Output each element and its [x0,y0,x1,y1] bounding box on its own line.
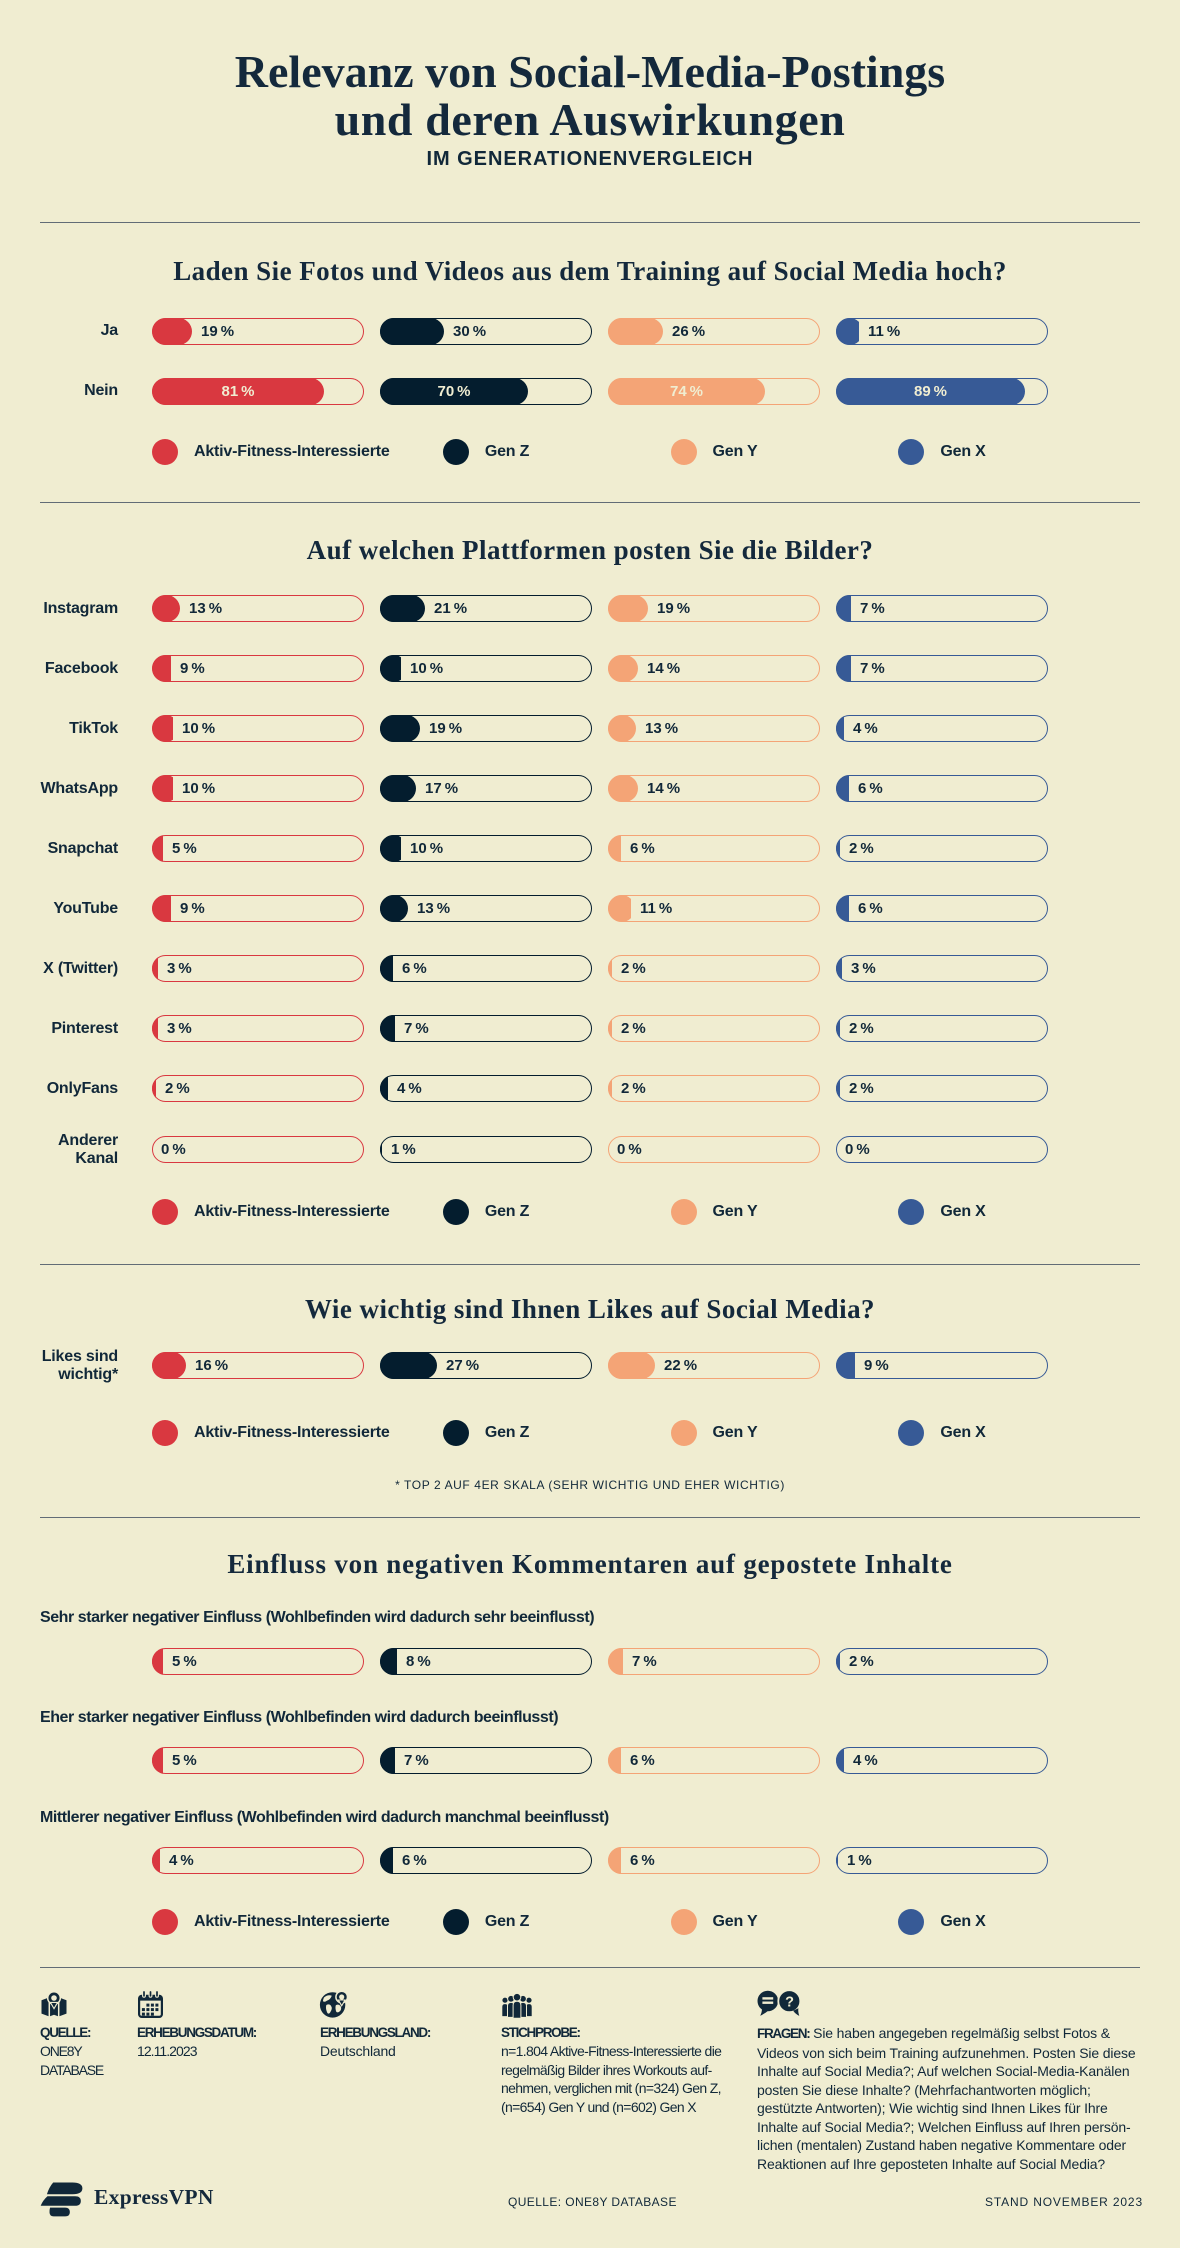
svg-text:?: ? [785,1994,794,2010]
